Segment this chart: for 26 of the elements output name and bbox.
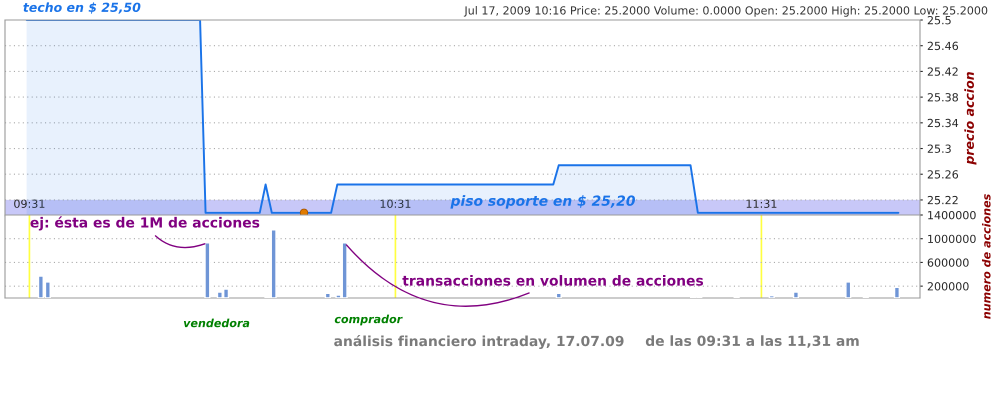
y-tick-label: 25.34 [928, 118, 958, 128]
text: análisis financiero intraday, 17.07.09 [334, 334, 624, 350]
y-tick-label: 25.46 [928, 42, 958, 50]
annotation: transacciones en volumen de acciones [402, 275, 704, 286]
x-tick-label: 09:31 [14, 200, 44, 208]
y-axis-title: precio accion [964, 72, 976, 165]
x-tick-label: 10:31 [380, 200, 410, 208]
text: comprador [334, 314, 403, 326]
annotation: techo en $ 25,50 [23, 2, 140, 14]
y-axis-title: numero de acciones [982, 194, 991, 319]
text: Jul 17, 2009 10:16 Price: 25.2000 Volume: 0.0000 Open: 25.2000 High: 25.2000 Low: 25.2000 [464, 6, 988, 17]
y-tick-label: 1400000 [928, 210, 976, 220]
x-tick-label: 11:31 [746, 200, 776, 208]
y-tick-label: 25.38 [928, 93, 958, 102]
y-tick-label: 25.3 [928, 144, 951, 153]
annotation: ej: ésta es de 1M de acciones [30, 216, 260, 230]
y-tick-label: 600000 [928, 258, 969, 267]
text: de las 09:31 a las 11,31 am [646, 335, 859, 348]
y-tick-label: 25.5 [928, 16, 951, 24]
annotation: piso soporte en $ 25,20 [450, 195, 636, 209]
y-tick-label: 25.26 [928, 170, 958, 179]
y-tick-label: 25.42 [928, 67, 958, 76]
y-tick-label: 200000 [928, 282, 969, 291]
y-tick-label: 25.22 [928, 196, 958, 204]
y-tick-label: 1000000 [928, 234, 976, 244]
text: vendedora [184, 318, 250, 328]
